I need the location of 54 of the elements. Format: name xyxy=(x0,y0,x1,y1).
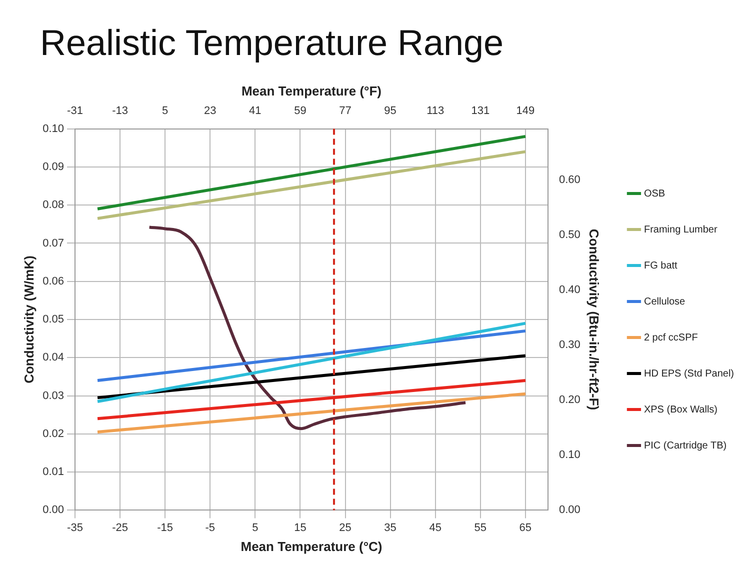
y-tick-label: 0.08 xyxy=(42,199,64,212)
x-tick-label: 5 xyxy=(252,522,258,534)
y2-tick-label: 0.40 xyxy=(558,284,580,296)
legend-label: FG batt xyxy=(644,260,678,272)
x-tick-label: -5 xyxy=(205,522,216,534)
x2-tick-label: 59 xyxy=(294,105,306,118)
x2-tick-label: 113 xyxy=(426,105,444,118)
y-tick-label: 0.07 xyxy=(42,237,64,250)
y-tick-label: 0.10 xyxy=(42,122,64,135)
x2-tick-label: 149 xyxy=(516,105,535,118)
y-tick-label: 0.01 xyxy=(42,466,64,478)
y-tick-label: 0.03 xyxy=(42,390,64,402)
y-tick-label: 0.05 xyxy=(42,314,64,326)
x-tick-label: 55 xyxy=(474,522,487,534)
x-tick-label: 25 xyxy=(339,522,352,534)
x-tick-label: 35 xyxy=(384,522,396,534)
y-axis-title: Conductivity (W/mK) xyxy=(21,256,36,384)
y2-axis-title: Conductivity (Btu-in./hr-ft2-F) xyxy=(586,228,602,410)
x-tick-label: -25 xyxy=(112,522,128,534)
y-tick-label: 0.06 xyxy=(42,275,64,288)
x-tick-label: 15 xyxy=(294,522,306,534)
legend-label: PIC (Cartridge TB) xyxy=(644,440,727,452)
legend-label: XPS (Box Walls) xyxy=(644,404,718,416)
x2-tick-label: 23 xyxy=(204,105,216,118)
chart-title: Realistic Temperature Range xyxy=(40,22,504,64)
y2-tick-label: 0.50 xyxy=(558,229,580,242)
x2-tick-label: 41 xyxy=(249,105,262,118)
y-tick-label: 0.04 xyxy=(42,352,64,364)
legend-label: Cellulose xyxy=(644,296,686,308)
x2-tick-label: -13 xyxy=(112,105,128,118)
x2-tick-label: 77 xyxy=(339,105,352,118)
y2-tick-label: 0.10 xyxy=(558,449,580,462)
legend-label: 2 pcf ccSPF xyxy=(644,332,698,344)
x2-tick-label: 131 xyxy=(471,105,490,118)
y-tick-label: 0.00 xyxy=(42,504,64,516)
x2-tick-label: 5 xyxy=(162,105,168,118)
y2-tick-label: 0.30 xyxy=(558,339,580,352)
x-tick-label: -35 xyxy=(67,522,83,534)
line-series xyxy=(148,226,468,430)
x-axis-title: Mean Temperature (°C) xyxy=(240,538,382,554)
y2-tick-label: 0.20 xyxy=(558,394,580,406)
legend-label: HD EPS (Std Panel) xyxy=(644,368,734,380)
y2-tick-label: 0.60 xyxy=(558,174,580,186)
x2-tick-label: 95 xyxy=(384,105,396,118)
x2-tick-label: -31 xyxy=(67,105,83,118)
y2-tick-label: 0.00 xyxy=(558,504,580,516)
legend-label: Framing Lumber xyxy=(644,224,718,236)
legend-label: OSB xyxy=(644,188,666,200)
x-tick-label: 65 xyxy=(519,522,532,534)
y-tick-label: 0.09 xyxy=(42,160,64,173)
x2-axis-title: Mean Temperature (°F) xyxy=(241,83,382,98)
x-tick-label: -15 xyxy=(157,522,174,534)
x-tick-label: 45 xyxy=(429,522,442,534)
y-tick-label: 0.02 xyxy=(42,428,64,440)
